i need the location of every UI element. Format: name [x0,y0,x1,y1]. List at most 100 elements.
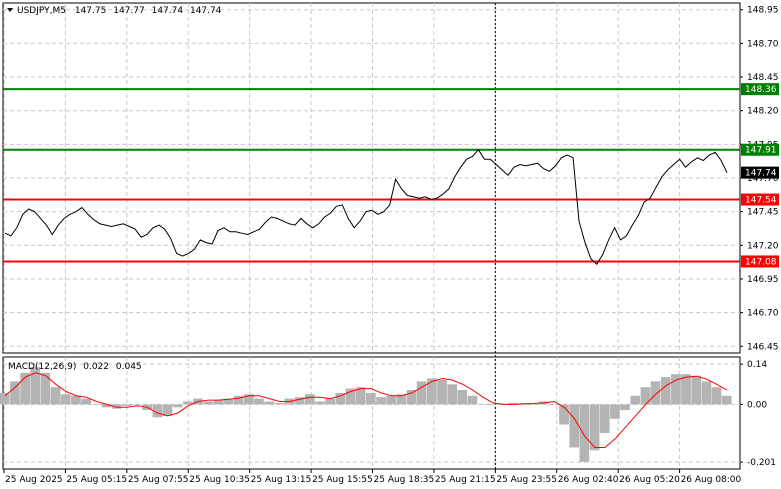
macd-histogram-bar [630,395,641,405]
current-price-label: 147.74 [745,169,777,179]
x-tick-label: 26 Aug 08:00 [681,475,742,485]
macd-histogram-bar [681,374,691,405]
price-y-tick-label: 146.95 [747,275,779,285]
x-tick-label: 25 Aug 13:15 [251,475,312,485]
chart-header: USDJPY,M5 147.75 147.77 147.74 147.74 [7,6,222,16]
close-value: 147.74 [190,6,222,16]
macd-histogram-bar [610,404,620,419]
macd-histogram-bar [376,397,386,405]
price-y-tick-label: 146.45 [747,342,779,352]
level-tag [741,143,779,156]
macd-histogram-bar [416,381,427,405]
level-tag-label: 147.54 [745,196,777,206]
macd-histogram-bar [691,375,702,405]
macd-histogram-bar [111,404,122,409]
x-tick-label: 25 Aug 23:55 [496,475,557,485]
macd-histogram-bar [152,404,163,418]
macd-histogram-bar [10,381,20,405]
macd-histogram-bar [294,397,305,405]
macd-histogram-bar [711,387,722,405]
price-y-tick-label: 148.95 [747,6,779,16]
x-tick-label: 25 Aug 05:15 [66,475,127,485]
macd-histogram-bar [335,392,346,405]
level-tag-label: 147.08 [745,257,777,267]
price-y-tick-label: 148.45 [747,73,779,83]
x-tick-label: 25 Aug 21:15 [435,475,496,485]
macd-histogram-bar [132,404,142,405]
macd-histogram-bar [244,394,254,405]
svg-text:MACD(12,26,9) 0.022: MACD(12,26,9) 0.022 0.045 [8,362,142,372]
macd-histogram-bar [183,401,193,405]
macd-header: MACD(12,26,9) 0.022 0.045 [8,362,142,372]
macd-histogram-bar [162,404,173,416]
macd-histogram-bar [233,395,244,405]
macd-signal-value: 0.045 [116,362,142,372]
macd-histogram-bar [40,372,51,405]
macd-histogram-bar [223,398,234,405]
macd-histogram-bar [203,401,213,405]
macd-histogram-bar [589,404,600,451]
macd-histogram-bar [569,404,580,448]
x-tick-label: 25 Aug 18:35 [374,475,435,485]
macd-histogram-bar [599,404,610,434]
macd-histogram-bar [467,395,478,405]
symbol-label: USDJPY,M5 [17,6,66,16]
macd-histogram-bar [101,404,112,408]
macd-histogram-bar [20,372,30,405]
macd-histogram-bar [427,378,437,405]
macd-histogram-bar [559,404,569,425]
price-line [4,148,728,265]
macd-histogram-bar [437,380,447,405]
macd-histogram-bar [640,387,651,405]
macd-histogram-bar [50,387,61,405]
macd-histogram-bar [488,404,498,405]
open-value: 147.75 [75,6,107,16]
high-value: 147.77 [113,6,145,16]
macd-histogram-bar [305,394,315,405]
macd-histogram-bar [345,388,356,405]
low-value: 147.74 [152,6,184,16]
x-axis: 25 Aug 2025 25 Aug 05:15 25 Aug 07:55 25 Au… [3,469,742,485]
macd-histogram-bar [254,398,264,405]
dropdown-triangle-icon[interactable] [7,8,13,12]
macd-histogram-bar [650,381,661,405]
macd-y-tick-label: 0.00 [747,400,767,410]
macd-histogram-bar [477,404,488,405]
x-tick-label: 25 Aug 2025 [5,475,63,485]
price-y-tick-label: 148.70 [747,39,779,49]
price-y-tick-label: 146.70 [747,309,779,319]
macd-histogram-bar [508,402,519,405]
macd-histogram-bar [660,377,671,405]
level-tag [741,255,779,268]
macd-histogram-bar [172,404,183,408]
x-tick-label: 25 Aug 15:55 [312,475,373,485]
macd-histogram-bar [274,402,285,405]
current-price-tag [741,166,779,179]
macd-histogram-bar [721,395,732,405]
level-tag [741,83,779,96]
x-tick-label: 25 Aug 07:55 [128,475,189,485]
x-tick-label: 25 Aug 10:35 [189,475,250,485]
macd-histogram-bar [60,394,71,405]
macd-histogram-bar [213,400,224,405]
level-tag-label: 148.36 [745,85,777,95]
macd-panel[interactable] [2,356,741,470]
macd-histogram-bar [620,404,630,411]
macd-y-tick-label: 0.14 [747,360,767,370]
macd-histogram-bar [315,401,325,405]
macd-y-axis: 0.14 0.00 -0.201 [740,360,776,468]
price-grid [3,3,740,353]
macd-histogram-bar [671,374,681,405]
price-y-tick-label: 147.45 [747,208,779,218]
level-lines [3,88,740,263]
price-y-tick-label: 148.20 [747,107,779,117]
macd-histogram-bar [549,404,559,405]
macd-signal-line [4,372,728,448]
x-tick-label: 26 Aug 05:20 [619,475,680,485]
x-tick-label: 26 Aug 02:40 [558,475,619,485]
price-tags: 148.36 147.91 147.54 147.08 147.74 [741,83,779,268]
macd-histogram-bar [406,390,417,405]
macd-y-tick-label: -0.201 [747,458,776,468]
macd-histogram-bar [701,381,712,405]
macd-signal [4,372,728,448]
